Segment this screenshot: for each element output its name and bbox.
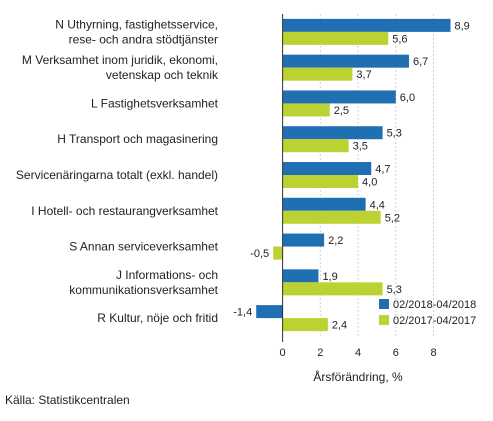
data-label: 3,5	[353, 141, 368, 153]
legend-swatch	[379, 299, 389, 309]
x-axis-title: Årsförändring, %	[313, 369, 403, 384]
category-label: M Verksamhet inom juridik, ekonomi, veten…	[22, 53, 219, 82]
bar-series-2	[282, 103, 330, 117]
bar-series-1	[282, 90, 396, 104]
data-label: 6,7	[413, 56, 428, 68]
data-labels: 8,9 5,6 6,7 3,7 6,0 2,5 5,3 3,5 4,74,0 4,45,2 2,2 -…	[233, 20, 470, 331]
category-label: L Fastighetsverksamhet	[91, 96, 219, 110]
category-label: R Kultur, nöje och fritid	[97, 311, 218, 325]
bar-series-1	[282, 233, 325, 247]
data-label: 5,2	[385, 212, 400, 224]
legend-swatch	[379, 315, 389, 325]
data-label: 5,6	[392, 33, 407, 45]
bar-series-1	[282, 162, 372, 175]
data-label: 3,7	[356, 69, 371, 81]
data-label: 8,9	[454, 20, 469, 32]
category-label: S Annan serviceverksamhet	[69, 240, 218, 254]
bar-series-1	[282, 126, 383, 140]
data-label: -1,4	[233, 307, 252, 319]
category-label: I Hotell- och restaurangverksamhet	[31, 204, 218, 218]
x-axis: 0 2 4 6 8	[280, 14, 437, 359]
x-tick-label: 2	[317, 347, 323, 359]
category-label: J Informations- och kommunikationsverksam…	[69, 268, 218, 297]
category-label: H Transport och magasinering	[57, 132, 218, 146]
bars	[256, 18, 451, 332]
data-label: 4,4	[370, 199, 385, 211]
bar-series-2	[282, 318, 328, 332]
x-tick-label: 4	[355, 347, 361, 359]
source-note: Källa: Statistikcentralen	[5, 393, 130, 407]
data-label: -0,5	[250, 248, 269, 260]
data-label: 2,4	[332, 320, 347, 332]
data-label: 4,7	[375, 164, 390, 176]
bar-series-1	[282, 18, 451, 32]
x-tick-label: 8	[430, 347, 436, 359]
bar-series-2	[282, 139, 349, 153]
category-labels: N Uthyrning, fastighetsservice, rese- och…	[16, 17, 219, 325]
bar-series-2	[282, 175, 359, 188]
category-label: Servicenäringarna totalt (exkl. handel)	[16, 168, 218, 182]
legend: 02/2018-04/2018 02/2017-04/2017	[379, 299, 476, 327]
data-label: 6,0	[400, 92, 415, 104]
legend-label: 02/2018-04/2018	[393, 299, 476, 311]
category-label: N Uthyrning, fastighetsservice, rese- och…	[55, 17, 218, 46]
bar-series-1	[282, 269, 319, 283]
data-label: 4,0	[362, 177, 377, 189]
data-label: 2,5	[334, 105, 349, 117]
bar-series-1	[256, 305, 283, 319]
bar-series-1	[282, 197, 366, 211]
data-label: 5,3	[387, 284, 402, 296]
legend-label: 02/2017-04/2017	[393, 315, 476, 327]
data-label: 5,3	[387, 128, 402, 140]
bar-series-2	[282, 282, 383, 296]
bar-series-1	[282, 54, 409, 68]
data-label: 2,2	[328, 235, 343, 247]
bar-series-2	[282, 31, 389, 45]
bar-series-2	[282, 67, 353, 81]
bar-series-2	[282, 210, 381, 224]
bar-series-2	[273, 246, 283, 260]
x-tick-label: 6	[393, 347, 399, 359]
data-label: 1,9	[322, 271, 337, 283]
x-tick-label: 0	[280, 347, 286, 359]
